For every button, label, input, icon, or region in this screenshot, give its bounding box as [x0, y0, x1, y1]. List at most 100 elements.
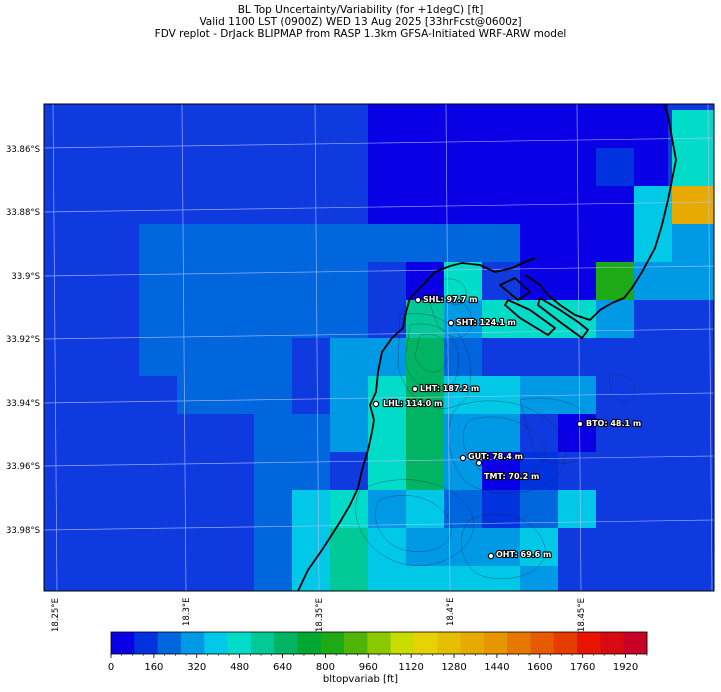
- colorbar-swatch: [274, 632, 298, 654]
- colorbar-swatch: [577, 632, 601, 654]
- colorbar-ticks: 0 160 320 480 640 800 960 1120 1280 1440 1600 1760 1…: [108, 654, 648, 673]
- title-line-3: FDV replot - DrJack BLIPMAP from RASP 1.…: [154, 28, 567, 40]
- grid-cell: [596, 148, 634, 186]
- colorbar-swatch: [460, 632, 485, 654]
- colorbar-swatch: [134, 632, 159, 654]
- colorbar-swatch: [530, 632, 555, 654]
- grid-cell: [406, 338, 444, 414]
- colorbar-swatch: [507, 632, 531, 654]
- station-marker: [487, 552, 495, 560]
- grid-cell: [368, 224, 520, 262]
- grid-cell: [634, 186, 672, 262]
- colorbar-swatches: [111, 632, 648, 654]
- grid-cell: [444, 300, 482, 338]
- grid-cell: [292, 414, 330, 490]
- grid-cell: [444, 338, 482, 376]
- lat-label: 33.9°S: [11, 272, 40, 282]
- colorbar-tick-label: 640: [273, 662, 292, 673]
- colorbar-swatch: [180, 632, 205, 654]
- colorbar-tick-label: 1600: [527, 662, 552, 673]
- lon-label: 18.4°E: [446, 597, 456, 626]
- station-marker: [475, 459, 483, 467]
- colorbar-swatch: [413, 632, 438, 654]
- station-lhl: LHL: 114.0 m: [372, 398, 443, 409]
- grid-cell: [406, 414, 444, 490]
- grid-cell: [330, 528, 368, 591]
- colorbar-tick-label: 320: [187, 662, 206, 673]
- colorbar-swatch: [600, 632, 625, 654]
- grid-cell: [254, 414, 292, 591]
- station-marker: [447, 319, 455, 327]
- graticule: [44, 104, 714, 591]
- colorbar-tick-label: 1120: [398, 662, 423, 673]
- station-shl: SHL: 97.7 m: [414, 294, 479, 305]
- colorbar-swatch: [227, 632, 252, 654]
- station-marker: [414, 296, 422, 304]
- colorbar-swatch: [344, 632, 368, 654]
- grid-cell: [482, 490, 520, 528]
- colorbar: 0 160 320 480 640 800 960 1120 1280 1440 1600 1760 1…: [108, 631, 648, 673]
- latitude-labels: 33.86°S 33.88°S 33.9°S 33.92°S 33.94°S 3…: [6, 145, 40, 536]
- grid-cell: [292, 300, 330, 338]
- colorbar-swatch: [320, 632, 345, 654]
- grid-cell: [330, 490, 368, 528]
- lat-label: 33.92°S: [6, 335, 40, 345]
- colorbar-tick-label: 1440: [484, 662, 509, 673]
- stations-layer: SHL: 97.7 m SHT: 124.1 m LHT: 187.2 m LHL: …: [372, 294, 642, 560]
- station-marker: [411, 385, 419, 393]
- colorbar-tick-label: 480: [230, 662, 249, 673]
- chart-title: BL Top Uncertainty/Variability (for +1de…: [0, 4, 721, 40]
- station-lht: LHT: 187.2 m: [411, 383, 480, 394]
- colorbar-tick-label: 800: [316, 662, 335, 673]
- station-label: OHT: 69.6 m: [496, 550, 551, 559]
- colorbar-label: bltopvariab [ft]: [322, 674, 399, 685]
- colorbar-swatch: [623, 632, 648, 654]
- grid-cell: [596, 300, 634, 338]
- station-label: BTO: 48.1 m: [586, 419, 641, 428]
- title-line-1: BL Top Uncertainty/Variability (for +1de…: [237, 4, 484, 16]
- colorbar-swatch: [250, 632, 275, 654]
- grid-cell: [139, 224, 177, 376]
- station-sht: SHT: 124.1 m: [447, 317, 517, 328]
- grid-cell: [444, 376, 520, 414]
- lon-label: 18.25°E: [51, 598, 61, 632]
- colorbar-tick-label: 1280: [441, 662, 466, 673]
- colorbar-tick-label: 160: [144, 662, 163, 673]
- lat-label: 33.86°S: [6, 145, 40, 155]
- grid-cell: [444, 490, 482, 528]
- station-label: SHT: 124.1 m: [456, 318, 516, 327]
- grid-cell: [177, 338, 292, 414]
- lon-label: 18.35°E: [315, 598, 325, 632]
- colorbar-tick-label: 960: [359, 662, 378, 673]
- station-label: SHL: 97.7 m: [423, 295, 477, 304]
- lat-label: 33.94°S: [6, 399, 40, 409]
- grid-cell: [406, 300, 444, 338]
- lon-label: 18.45°E: [577, 598, 587, 632]
- grid-cell: [520, 490, 558, 528]
- station-marker: [576, 420, 584, 428]
- station-label: GUT: 78.4 m: [468, 452, 523, 461]
- lat-label: 33.88°S: [6, 208, 40, 218]
- grid-cell: [672, 110, 714, 186]
- grid-cell: [406, 490, 444, 528]
- colorbar-swatch: [204, 632, 228, 654]
- grid-cell: [444, 262, 482, 300]
- station-marker: [372, 400, 380, 408]
- grid-cell: [444, 414, 520, 452]
- colorbar-tick-label: 1920: [613, 662, 638, 673]
- grid-cell: [406, 528, 444, 566]
- grid-cell: [330, 262, 368, 338]
- grid-cell: [368, 490, 406, 528]
- longitude-labels: 18.25°E 18.3°E 18.35°E 18.4°E 18.45°E: [51, 597, 587, 632]
- grid-cell: [672, 186, 714, 224]
- colorbar-tick-label: 1760: [570, 662, 595, 673]
- title-line-2: Valid 1100 LST (0900Z) WED 13 Aug 2025 […: [199, 16, 522, 28]
- station-label: LHL: 114.0 m: [383, 399, 442, 408]
- station-bto: BTO: 48.1 m: [576, 418, 642, 429]
- colorbar-swatch: [483, 632, 508, 654]
- station-label: TMT: 70.2 m: [484, 472, 539, 481]
- lat-label: 33.98°S: [6, 526, 40, 536]
- colorbar-swatch: [367, 632, 392, 654]
- lon-label: 18.3°E: [182, 597, 192, 626]
